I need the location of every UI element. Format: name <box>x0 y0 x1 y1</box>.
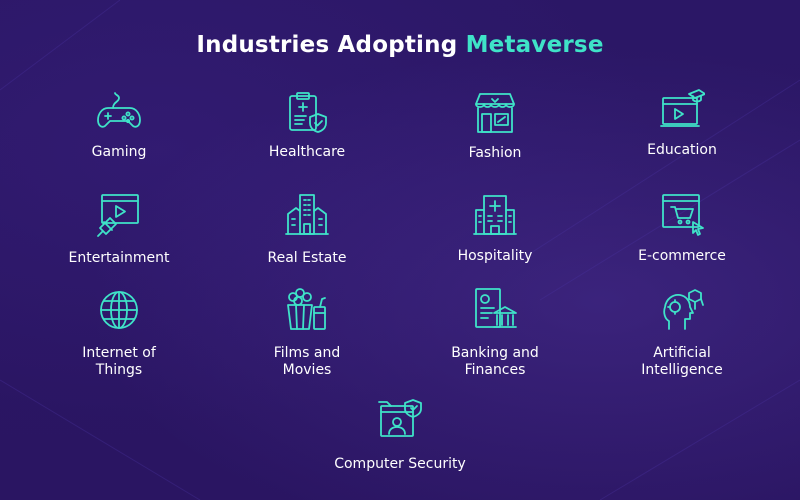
industry-fashion: Fashion <box>405 90 585 162</box>
industry-label: Artificial Intelligence <box>641 345 723 378</box>
industry-healthcare: Healthcare <box>217 90 397 161</box>
shopping-cart-screen-icon <box>659 192 705 238</box>
industry-label: Films and Movies <box>273 345 341 378</box>
industry-label: Education <box>647 142 717 158</box>
industry-internet-of-things: Internet of Things <box>29 287 209 379</box>
title-text: Industries Adopting <box>196 32 466 58</box>
industry-real-estate: Real Estate <box>217 192 397 267</box>
industry-label: Internet of Things <box>82 345 156 378</box>
industry-label: E-commerce <box>638 248 726 264</box>
industry-entertainment: Entertainment <box>29 192 209 267</box>
bank-document-icon <box>472 287 518 333</box>
industry-banking-and-finances: Banking and Finances <box>405 287 585 379</box>
industry-label: Hospitality <box>457 248 533 264</box>
secure-computer-icon <box>377 398 423 444</box>
industry-label: Gaming <box>91 144 147 160</box>
clipboard-shield-icon <box>284 90 330 136</box>
storefront-icon <box>472 90 518 136</box>
industry-computer-security: Computer Security <box>310 398 490 473</box>
industry-label: Banking and Finances <box>451 345 539 378</box>
title-accent-text: Metaverse <box>465 32 604 58</box>
industry-hospitality: Hospitality <box>405 192 585 265</box>
industry-label: Entertainment <box>68 250 170 266</box>
hospital-building-icon <box>472 192 518 238</box>
popcorn-icon <box>284 287 330 333</box>
industry-education: Education <box>592 88 772 159</box>
page-title: Industries Adopting Metaverse <box>0 32 800 58</box>
buildings-icon <box>284 192 330 238</box>
industry-label: Fashion <box>468 145 522 161</box>
industry-label: Real Estate <box>267 250 347 266</box>
industry-label: Healthcare <box>268 144 346 160</box>
industry-films-and-movies: Films and Movies <box>217 287 397 379</box>
industry-artificial-intelligence: Artificial Intelligence <box>592 287 772 379</box>
globe-icon <box>96 287 142 333</box>
laptop-graduation-cap-icon <box>659 88 705 134</box>
ai-head-icon <box>659 287 705 333</box>
industry-gaming: Gaming <box>29 90 209 161</box>
industry-ecommerce: E-commerce <box>592 192 772 265</box>
industry-label: Computer Security <box>334 456 466 472</box>
video-screen-icon <box>96 192 142 238</box>
gamepad-icon <box>96 90 142 136</box>
